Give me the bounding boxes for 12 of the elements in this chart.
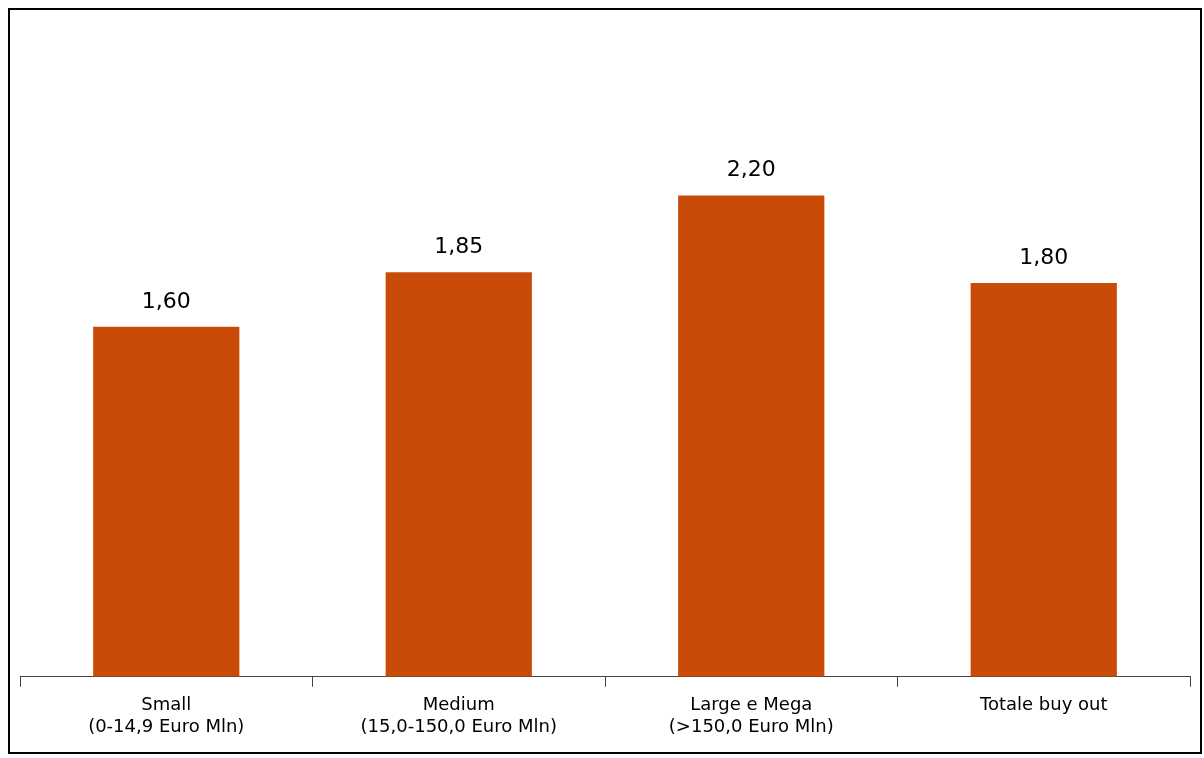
bar	[970, 283, 1117, 677]
bar	[678, 195, 825, 677]
x-tick-label: Small (0-14,9 Euro Mln)	[88, 693, 245, 736]
x-tick-label: Medium (15,0-150,0 Euro Mln)	[360, 693, 557, 736]
data-label: 1,80	[1019, 243, 1069, 269]
bar	[93, 326, 240, 677]
data-label: 1,60	[141, 287, 191, 313]
data-label: 1,85	[434, 232, 484, 258]
data-label: 2,20	[726, 156, 776, 182]
x-tick-label: Large e Mega (>150,0 Euro Mln)	[668, 693, 834, 736]
x-tick-label: Totale buy out	[978, 693, 1108, 715]
bar	[385, 272, 532, 677]
